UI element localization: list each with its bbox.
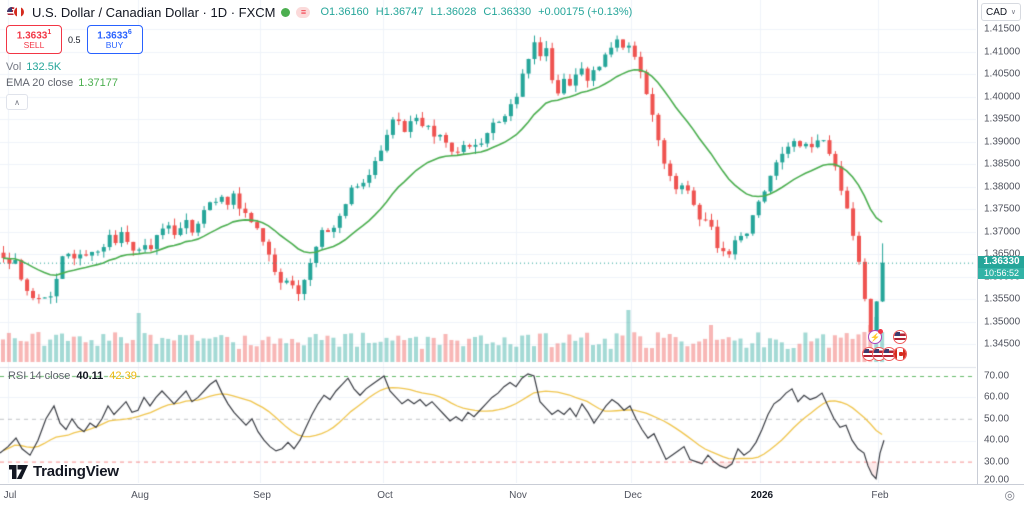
price-tick: 1.35500 bbox=[984, 293, 1021, 305]
event-badge-ca-flag-icon[interactable] bbox=[893, 347, 907, 361]
symbol-flag-icon bbox=[6, 5, 26, 19]
price-tick: 1.34500 bbox=[984, 338, 1021, 350]
rsi-tick: 70.00 bbox=[984, 370, 1010, 382]
price-tick-labels: 1.41500 1.41000 1.40500 1.40000 1.39500 1.390… bbox=[978, 0, 1024, 484]
time-tick: Feb bbox=[871, 490, 889, 501]
rsi-tick: 30.00 bbox=[984, 456, 1010, 468]
currency-selector[interactable]: CAD ∨ bbox=[981, 3, 1021, 21]
price-tick: 1.38500 bbox=[984, 158, 1021, 170]
crosshair-target-icon[interactable]: ◎ bbox=[1004, 488, 1015, 502]
rsi-tick: 20.00 bbox=[984, 474, 1010, 486]
price-tick: 1.41000 bbox=[984, 46, 1021, 58]
price-tick: 1.37000 bbox=[984, 226, 1021, 238]
time-tick: Jul bbox=[3, 490, 17, 501]
rsi-tick: 50.00 bbox=[984, 413, 1010, 425]
time-labels: Jul Aug Sep Oct Nov Dec 2026 Feb bbox=[0, 485, 1024, 507]
tradingview-logo[interactable]: TradingView bbox=[9, 463, 119, 480]
change-value: +0.00175 (+0.13%) bbox=[538, 6, 633, 18]
chart-legend: U.S. Dollar / Canadian Dollar · 1D · FXC… bbox=[6, 3, 632, 110]
market-status-icon[interactable] bbox=[281, 7, 291, 17]
price-tick: 1.40500 bbox=[984, 68, 1021, 80]
rsi-tick: 40.00 bbox=[984, 434, 1010, 446]
event-badge-us-flag-icon[interactable] bbox=[893, 330, 907, 344]
price-tick: 1.41500 bbox=[984, 23, 1021, 35]
time-tick: Aug bbox=[131, 490, 149, 501]
price-tick: 1.35000 bbox=[984, 316, 1021, 328]
chevron-down-icon: ∨ bbox=[1010, 9, 1016, 16]
price-axis[interactable]: CAD ∨ 1.41500 1.41000 1.40500 1.40000 1.3950… bbox=[977, 0, 1024, 486]
time-tick: 2026 bbox=[750, 490, 774, 501]
buy-button[interactable]: 1.36336 BUY bbox=[86, 25, 143, 54]
rsi-legend: RSI 14 close 40.11 42.39 bbox=[8, 370, 137, 382]
time-axis[interactable]: Jul Aug Sep Oct Nov Dec 2026 Feb ◎ bbox=[0, 484, 1024, 507]
tradingview-mark-icon bbox=[9, 464, 28, 479]
sell-button[interactable]: 1.36331 SELL bbox=[6, 25, 62, 54]
price-tick: 1.38000 bbox=[984, 181, 1021, 193]
price-tick: 1.39500 bbox=[984, 113, 1021, 125]
time-tick: Sep bbox=[253, 490, 271, 501]
spread-value: 0.5 bbox=[68, 34, 81, 45]
volume-legend: Vol 132.5K bbox=[6, 61, 62, 73]
bar-countdown: 10:56:52 bbox=[978, 268, 1024, 279]
event-badge-us-flag-icon[interactable] bbox=[882, 347, 896, 361]
symbol-title[interactable]: U.S. Dollar / Canadian Dollar · 1D · FXC… bbox=[32, 4, 276, 20]
rsi-tick: 60.00 bbox=[984, 391, 1010, 403]
event-badge-lightning-icon[interactable]: ⚡ bbox=[868, 329, 883, 344]
legend-collapse-button[interactable]: ∧ bbox=[6, 94, 28, 110]
main-chart-canvas[interactable] bbox=[0, 0, 976, 483]
time-tick: Dec bbox=[624, 490, 642, 501]
last-price-label: 1.36330 10:56:52 bbox=[978, 256, 1024, 279]
time-tick: Nov bbox=[509, 490, 527, 501]
time-tick: Oct bbox=[377, 490, 393, 501]
price-tick: 1.39000 bbox=[984, 136, 1021, 148]
ohlc-values: O1.36160 H1.36747 L1.36028 C1.36330 +0.0… bbox=[320, 6, 633, 18]
price-tick: 1.37500 bbox=[984, 203, 1021, 215]
rsi-tick-labels: 70.00 60.00 50.00 40.00 30.00 20.00 bbox=[978, 0, 1024, 486]
data-mode-icon[interactable]: ≡ bbox=[296, 6, 311, 18]
ema-legend: EMA 20 close 1.37177 bbox=[6, 77, 119, 89]
price-tick: 1.36500 bbox=[984, 248, 1021, 260]
price-tick: 1.40000 bbox=[984, 91, 1021, 103]
